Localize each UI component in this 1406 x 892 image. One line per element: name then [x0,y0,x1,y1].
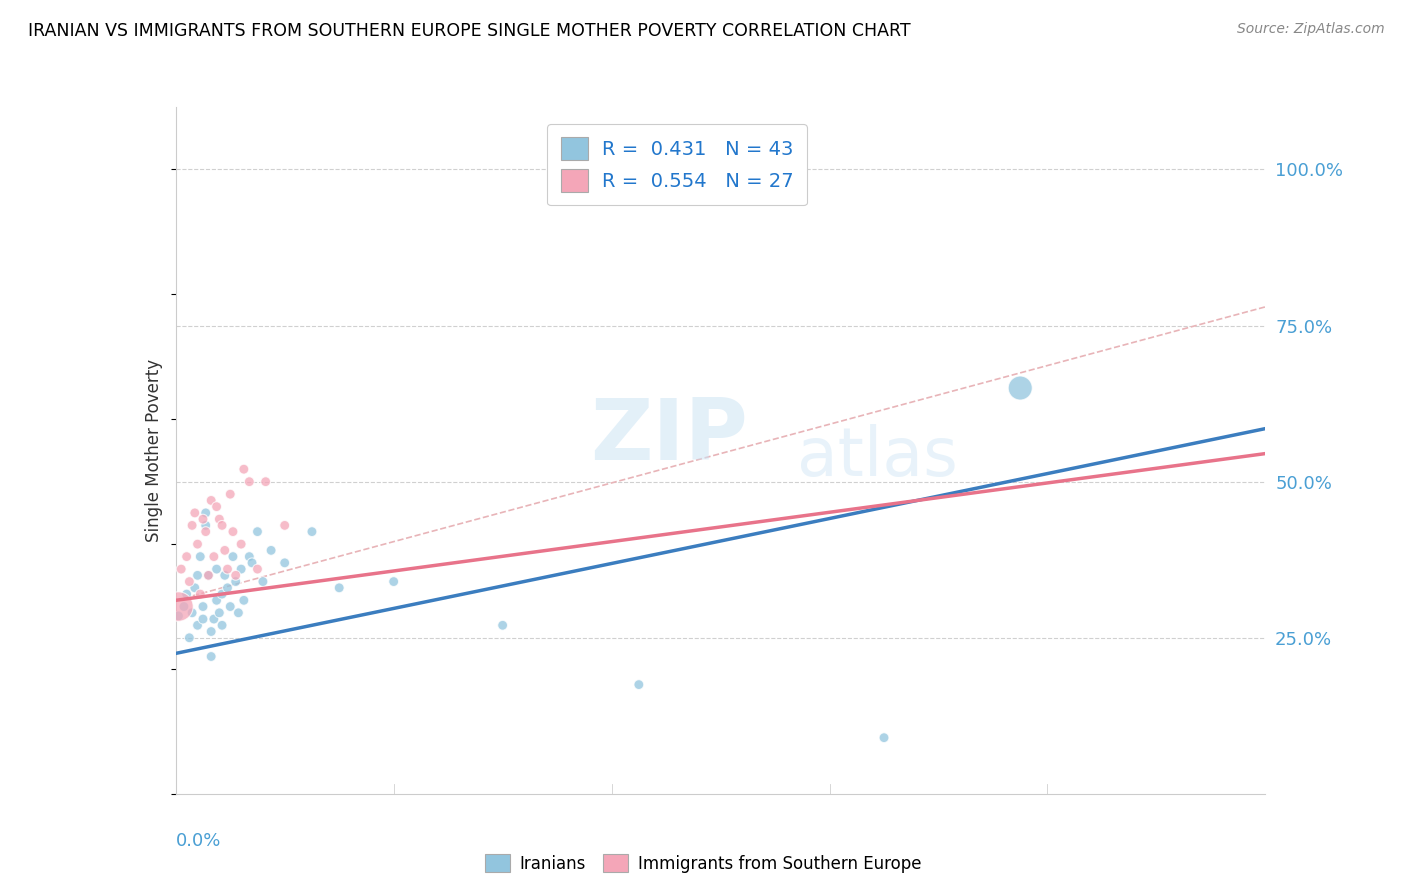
Point [184,506,207,520]
Point [197,568,219,582]
Point [222,549,245,564]
Point [274,556,297,570]
Point [167,599,190,614]
Point [231,537,253,551]
Point [214,543,236,558]
Legend: R =  0.431   N = 43, R =  0.554   N = 27: R = 0.431 N = 43, R = 0.554 N = 27 [547,124,807,205]
Point [217,562,239,576]
Point [179,631,201,645]
Point [301,524,323,539]
Point [219,599,242,614]
Point [228,606,250,620]
Point [232,462,254,476]
Point [225,568,247,582]
Text: atlas: atlas [797,425,957,491]
Point [167,609,190,624]
Point [211,587,233,601]
Point [194,506,217,520]
Point [173,599,195,614]
Point [260,543,283,558]
Point [205,593,228,607]
Y-axis label: Single Mother Poverty: Single Mother Poverty [145,359,163,542]
Point [252,574,274,589]
Point [181,606,204,620]
Point [873,731,896,745]
Point [197,568,219,582]
Point [238,549,260,564]
Point [217,581,239,595]
Point [627,678,650,692]
Point [191,612,214,626]
Point [191,599,214,614]
Point [214,568,236,582]
Point [194,524,217,539]
Point [202,549,225,564]
Point [186,537,209,551]
Point [179,574,201,589]
Point [188,587,211,601]
Point [205,500,228,514]
Point [202,612,225,626]
Legend: Iranians, Immigrants from Southern Europe: Iranians, Immigrants from Southern Europ… [478,847,928,880]
Point [219,487,242,501]
Point [211,518,233,533]
Point [191,512,214,526]
Point [246,562,269,576]
Point [328,581,350,595]
Point [205,562,228,576]
Point [254,475,277,489]
Point [231,562,253,576]
Point [246,524,269,539]
Point [188,549,211,564]
Point [274,518,297,533]
Point [211,618,233,632]
Text: IRANIAN VS IMMIGRANTS FROM SOUTHERN EUROPE SINGLE MOTHER POVERTY CORRELATION CHA: IRANIAN VS IMMIGRANTS FROM SOUTHERN EURO… [28,22,911,40]
Text: ZIP: ZIP [591,395,748,478]
Point [222,524,245,539]
Text: Source: ZipAtlas.com: Source: ZipAtlas.com [1237,22,1385,37]
Point [240,556,263,570]
Point [208,512,231,526]
Point [382,574,405,589]
Point [232,593,254,607]
Point [176,549,198,564]
Point [170,562,193,576]
Point [200,649,222,664]
Point [1010,381,1032,395]
Point [176,587,198,601]
Point [238,475,260,489]
Point [194,518,217,533]
Point [492,618,515,632]
Point [200,624,222,639]
Point [181,518,204,533]
Point [186,568,209,582]
Point [184,581,207,595]
Point [200,493,222,508]
Text: 0.0%: 0.0% [176,831,221,850]
Point [208,606,231,620]
Point [186,618,209,632]
Point [225,574,247,589]
